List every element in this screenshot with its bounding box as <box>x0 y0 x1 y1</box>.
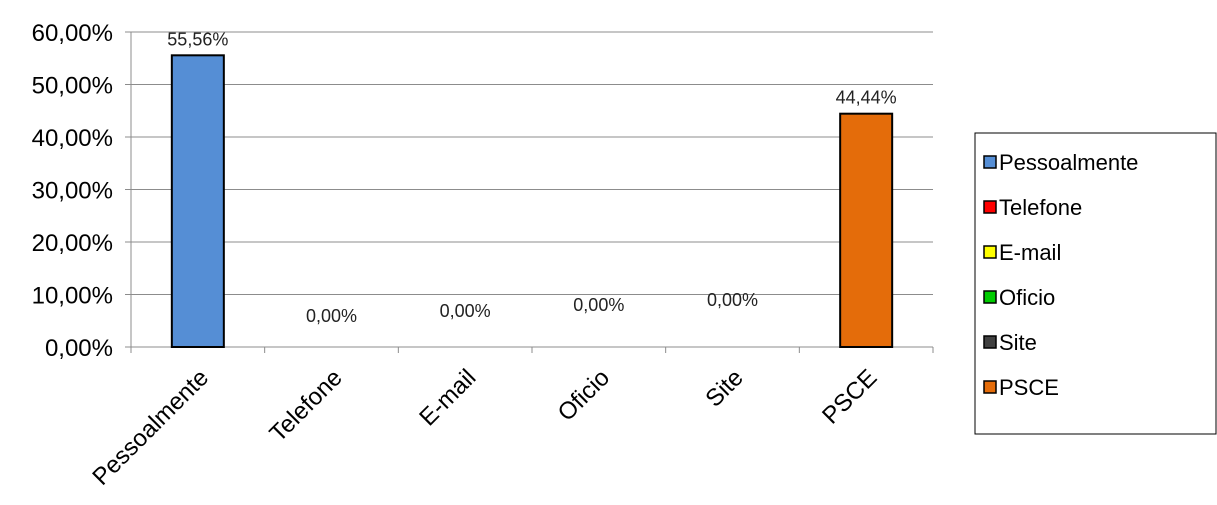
y-tick-label: 10,00% <box>32 283 113 310</box>
legend-swatch <box>983 245 997 259</box>
gridlines <box>131 31 933 295</box>
y-tick-label: 30,00% <box>32 178 113 205</box>
legend-swatch <box>983 200 997 214</box>
data-label: 44,44% <box>836 88 897 108</box>
y-tick-label: 60,00% <box>32 20 113 47</box>
legend-swatch <box>983 155 997 169</box>
y-tick-label: 0,00% <box>45 335 113 362</box>
y-axis: 0,00% 10,00% 20,00% 30,00% 40,00% 50,00% 60,00… <box>32 20 132 362</box>
x-tick-label: Site <box>700 364 748 412</box>
y-tick-label: 20,00% <box>32 230 113 257</box>
data-label: 0,00% <box>440 301 491 321</box>
legend-label: Pessoalmente <box>999 150 1138 175</box>
legend-label: Oficio <box>999 285 1055 310</box>
legend-label: E-mail <box>999 240 1061 265</box>
y-tick-label: 50,00% <box>32 73 113 100</box>
x-tick-label: PSCE <box>817 364 882 429</box>
bar-pessoalmente <box>170 54 225 349</box>
data-label: 0,00% <box>573 295 624 315</box>
legend-box <box>974 132 1217 435</box>
legend-swatch <box>983 290 997 304</box>
legend-label: PSCE <box>999 375 1059 400</box>
bars <box>170 54 894 349</box>
data-label: 55,56% <box>167 29 228 49</box>
data-label: 0,00% <box>306 306 357 326</box>
legend-label: Site <box>999 330 1037 355</box>
bar-psce <box>839 112 894 348</box>
x-tick-label: Pessoalmente <box>87 364 214 491</box>
legend: Pessoalmente Telefone E-mail Oficio Site PSCE <box>974 132 1217 435</box>
x-axis: Pessoalmente Telefone E-mail Oficio Site PSCE <box>87 346 934 491</box>
x-tick-label: Telefone <box>264 364 347 447</box>
y-tick-label: 40,00% <box>32 125 113 152</box>
legend-swatch <box>983 380 997 394</box>
x-tick-label: Oficio <box>553 364 615 426</box>
x-tick-label: E-mail <box>414 364 481 431</box>
data-label: 0,00% <box>707 290 758 310</box>
legend-label: Telefone <box>999 195 1082 220</box>
legend-swatch <box>983 335 997 349</box>
data-labels: 55,56% 0,00% 0,00% 0,00% 0,00% 44,44% <box>167 29 896 326</box>
